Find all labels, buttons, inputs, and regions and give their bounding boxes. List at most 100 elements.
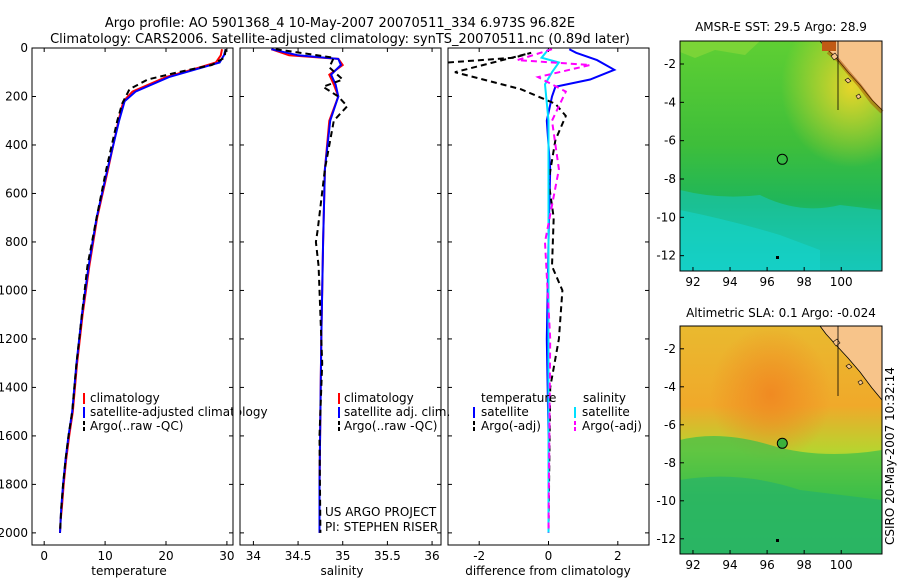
map-y-tick-label: -10 xyxy=(656,210,676,224)
map-y-tick-label: -4 xyxy=(664,380,676,394)
x-tick-label: 30 xyxy=(219,549,234,563)
islands xyxy=(832,338,864,386)
sla-map-title: Altimetric SLA: 0.1 Argo: -0.024 xyxy=(686,306,876,320)
sst-map xyxy=(679,40,884,272)
sla-map-ticks: 92 94 96 98 100 -2 -4 -6 -8 -10 -12 xyxy=(656,342,852,572)
sst-hot-patch xyxy=(822,41,836,51)
sst-coastal-warm xyxy=(826,50,884,114)
depth-axis-ticks: 0 200 400 600 800 1000 1200 1400 1600 1800 2000 xyxy=(0,41,649,540)
salinity-legend: climatology satellite adj. clim. Argo(..… xyxy=(338,391,450,433)
y-tick-label: 1400 xyxy=(0,380,28,394)
y-tick-label: 2000 xyxy=(0,526,28,540)
x-tick-label: 36 xyxy=(424,549,439,563)
sst-map-title: AMSR-E SST: 29.5 Argo: 28.9 xyxy=(695,20,867,34)
x-tick-label: 35 xyxy=(335,549,350,563)
map-y-tick-label: -8 xyxy=(664,456,676,470)
legend-label: Argo(..raw -QC) xyxy=(90,419,183,433)
salinity-series xyxy=(270,48,349,533)
map-x-tick-label: 94 xyxy=(722,558,737,572)
series-line-climatology xyxy=(270,48,345,533)
legend-label: climatology xyxy=(344,391,414,405)
legend-title-salinity: salinity xyxy=(583,391,626,405)
y-tick-label: 400 xyxy=(5,138,28,152)
map-x-tick-label: 98 xyxy=(797,558,812,572)
legend-label: Argo(-adj) xyxy=(481,419,541,433)
x-tick-label: 0 xyxy=(545,549,553,563)
map-x-tick-label: 96 xyxy=(759,558,774,572)
map-y-tick-label: -8 xyxy=(664,172,676,186)
difference-xlabel: difference from climatology xyxy=(465,564,631,578)
series-line-satellite-adj-clim- xyxy=(271,48,343,533)
y-tick-label: 800 xyxy=(5,235,28,249)
legend-label: Argo(..raw -QC) xyxy=(344,419,437,433)
map-y-tick-label: -12 xyxy=(656,532,676,546)
x-tick-label: 2 xyxy=(614,549,622,563)
difference-x-ticks: -2 0 2 xyxy=(473,48,622,563)
y-tick-label: 0 xyxy=(20,41,28,55)
map-y-tick-label: -2 xyxy=(664,342,676,356)
series-line-argo-raw-qc- xyxy=(275,48,349,533)
series-line-salinity-argo-adj- xyxy=(517,48,591,533)
temperature-x-ticks: 0 10 20 30 xyxy=(40,48,235,563)
sst-map-frame xyxy=(679,40,883,272)
map-y-tick-label: -12 xyxy=(656,249,676,263)
sst-texture xyxy=(680,41,760,58)
difference-legend: temperature salinity satellite Argo(-adj… xyxy=(473,391,642,433)
legend-label: satellite xyxy=(582,405,630,419)
temperature-xlabel: temperature xyxy=(91,564,166,578)
figure-title-line2: Climatology: CARS2006. Satellite-adjuste… xyxy=(50,32,630,47)
temperature-series xyxy=(59,48,227,533)
sla-map xyxy=(679,325,883,555)
map-x-tick-label: 98 xyxy=(797,275,812,289)
legend-label: climatology xyxy=(90,391,160,405)
difference-series xyxy=(448,48,617,533)
legend-title-temperature: temperature xyxy=(481,391,556,405)
legend-label: satellite-adjusted climatology xyxy=(90,405,268,419)
map-x-tick-label: 96 xyxy=(759,275,774,289)
x-tick-label: 35.5 xyxy=(374,549,401,563)
series-line-satellite-adjusted-climatology xyxy=(59,48,227,533)
sla-map-frame xyxy=(679,325,883,555)
x-tick-label: 34.5 xyxy=(285,549,312,563)
series-line-salinity-satellite xyxy=(539,48,561,533)
legend-label: satellite adj. clim. xyxy=(344,405,450,419)
project-label: US ARGO PROJECT xyxy=(325,505,437,519)
y-tick-label: 1000 xyxy=(0,283,28,297)
temperature-axes xyxy=(31,47,234,546)
legend-clip-mask xyxy=(233,390,240,435)
map-y-tick-label: -4 xyxy=(664,95,676,109)
float-dot xyxy=(776,539,779,542)
x-tick-label: -2 xyxy=(473,549,485,563)
salinity-axes xyxy=(239,47,442,546)
map-x-tick-label: 94 xyxy=(722,275,737,289)
map-x-tick-label: 92 xyxy=(685,558,700,572)
x-tick-label: 20 xyxy=(158,549,173,563)
y-tick-label: 1200 xyxy=(0,332,28,346)
salinity-x-ticks: 34 34.5 35 35.5 36 xyxy=(246,48,440,563)
map-y-tick-label: -6 xyxy=(664,134,676,148)
y-tick-label: 600 xyxy=(5,186,28,200)
map-y-tick-label: -6 xyxy=(664,418,676,432)
temperature-legend: climatology satellite-adjusted climatolo… xyxy=(83,391,268,433)
x-tick-label: 0 xyxy=(40,549,48,563)
argo-location-marker xyxy=(776,437,788,449)
series-line-temperature-satellite xyxy=(545,48,617,533)
y-tick-label: 200 xyxy=(5,89,28,103)
series-line-argo-raw-qc- xyxy=(59,49,227,533)
csiro-timestamp: CSIRO 20-May-2007 10:32:14 xyxy=(883,367,897,545)
argo-location-marker xyxy=(776,153,788,165)
map-y-tick-label: -2 xyxy=(664,57,676,71)
legend-label: Argo(-adj) xyxy=(582,419,642,433)
map-y-tick-label: -10 xyxy=(656,494,676,508)
sst-map-ticks: 92 94 96 98 100 -2 -4 -6 -8 -10 -12 xyxy=(656,57,852,289)
map-x-tick-label: 100 xyxy=(830,275,853,289)
map-x-tick-label: 100 xyxy=(830,558,853,572)
figure-title-line1: Argo profile: AO 5901368_4 10-May-2007 2… xyxy=(105,16,575,31)
x-tick-label: 34 xyxy=(246,549,261,563)
y-tick-label: 1800 xyxy=(0,477,28,491)
sst-cool-region xyxy=(680,210,820,271)
legend-label: satellite xyxy=(481,405,529,419)
pi-label: PI: STEPHEN RISER xyxy=(325,520,438,534)
map-x-tick-label: 92 xyxy=(685,275,700,289)
